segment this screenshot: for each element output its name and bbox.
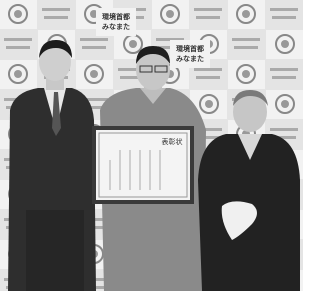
- certificate: 表彰状: [92, 126, 194, 204]
- certificate-title: 表彰状: [162, 137, 183, 146]
- photo: 環境首都 みなまた 環境首都 みなまた 表彰状: [0, 0, 303, 291]
- backdrop-line: みなまた: [102, 22, 130, 31]
- backdrop-line: みなまた: [176, 54, 204, 63]
- backdrop-line: 環境首都: [176, 44, 204, 53]
- backdrop-line: 環境首都: [102, 12, 130, 21]
